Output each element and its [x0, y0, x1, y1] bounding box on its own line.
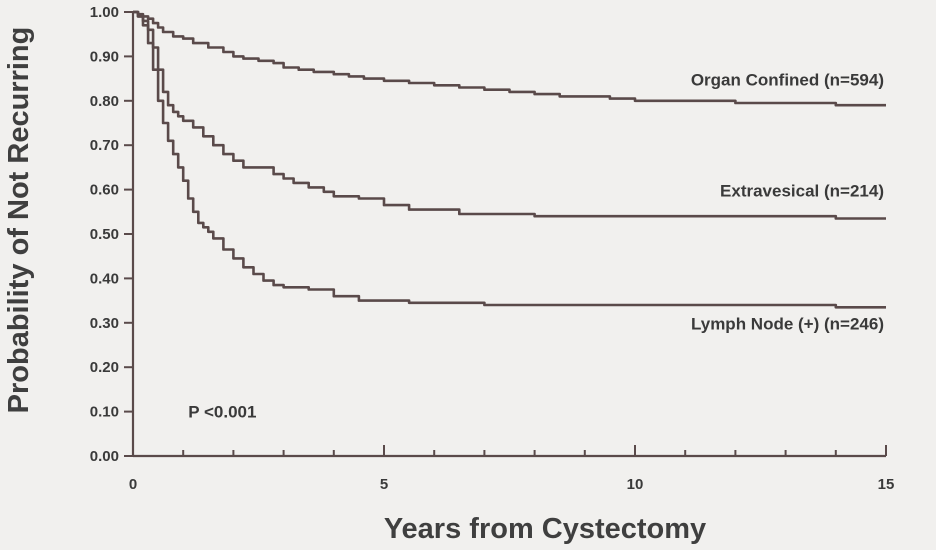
y-tick-label: 0.60: [90, 182, 119, 199]
series-line-0: [133, 10, 886, 107]
y-axis-title: Probability of Not Recurring: [3, 27, 35, 414]
x-tick-label: 15: [878, 476, 895, 493]
y-tick-label: 0.20: [90, 359, 119, 376]
y-tick-label: 0.30: [90, 315, 119, 332]
y-tick-label: 0.50: [90, 226, 119, 243]
y-tick-label: 1.00: [90, 4, 119, 21]
y-tick-label: 0.70: [90, 137, 119, 154]
x-tick-label: 5: [380, 476, 388, 493]
y-tick-label: 0.80: [90, 93, 119, 110]
series-label-1: Extravesical (n=214): [720, 181, 884, 200]
series-line-2: [133, 10, 886, 309]
series-label-0: Organ Confined (n=594): [691, 70, 884, 89]
chart-labels: Organ Confined (n=594) Extravesical (n=21…: [188, 70, 884, 421]
x-tick-label: 0: [129, 476, 137, 493]
x-tick-label: 10: [627, 476, 644, 493]
y-tick-label: 0.10: [90, 404, 119, 421]
y-tick-label: 0.00: [90, 448, 119, 465]
y-tick-label: 0.40: [90, 270, 119, 287]
series-label-2: Lymph Node (+) (n=246): [691, 314, 884, 333]
series-lines: [133, 10, 886, 309]
x-axis-title: Years from Cystectomy: [384, 513, 706, 545]
y-tick-label: 0.90: [90, 48, 119, 65]
axes: 0.00 0.10 0.20 0.30 0.40 0.50 0.60 0.70 0.80 0.90…: [90, 4, 895, 493]
series-line-1: [133, 10, 886, 220]
p-value-annotation: P <0.001: [188, 403, 256, 422]
